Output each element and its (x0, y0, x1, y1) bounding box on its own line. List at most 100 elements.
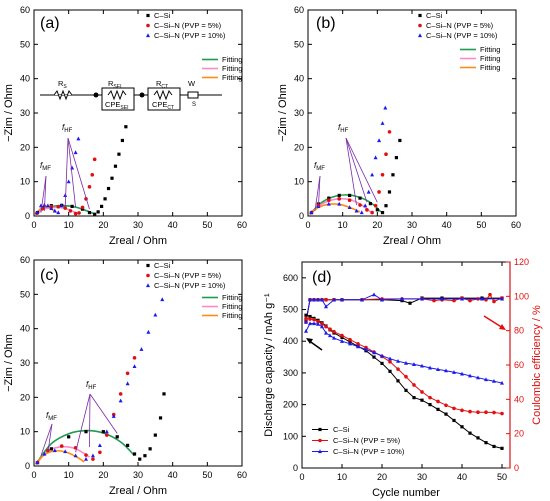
y2-tick-label: 80 (514, 326, 524, 336)
x-tick-label: 20 (98, 220, 108, 230)
label-rct-main: R (156, 79, 162, 88)
f-hf-arrow (89, 393, 91, 448)
data-point (87, 210, 92, 215)
fit-curve (309, 197, 371, 215)
x-tick-label: 20 (98, 470, 108, 480)
f-hf-annotation: fHF (338, 123, 349, 134)
x-tick-label: 60 (511, 220, 521, 230)
data-point (158, 416, 163, 420)
ce-point (316, 297, 320, 302)
legend-marker (418, 23, 422, 28)
label-rs-sub: S (63, 84, 67, 90)
data-point (358, 203, 362, 207)
data-point (117, 152, 121, 156)
ce-point (304, 319, 308, 324)
x-tick-label: 10 (64, 470, 74, 480)
legend-label: C–Si–N (PVP = 10%) (154, 31, 226, 40)
capacity-point (444, 403, 448, 408)
data-point (366, 189, 371, 194)
y-tick-label: 20 (294, 142, 304, 152)
data-point (380, 121, 385, 125)
x-axis-label: Zreal / Ohm (109, 235, 167, 247)
label-cpe-ct: CPECT (152, 100, 174, 111)
capacity-series (304, 316, 504, 416)
data-point (67, 435, 71, 439)
data-point (35, 460, 40, 465)
data-point (35, 210, 40, 215)
ce-point (480, 296, 484, 301)
y-tick-label: 60 (20, 255, 30, 265)
fit-legend-label: Fitting (222, 55, 242, 64)
capacity-point (356, 344, 360, 349)
capacity-point (340, 339, 344, 343)
capacity-point (312, 317, 316, 322)
data-point (143, 454, 147, 458)
data-point (90, 173, 95, 177)
f-mf-arrow (44, 175, 47, 211)
x-tick-label: 30 (133, 470, 143, 480)
y2-tick-label: 120 (514, 257, 529, 267)
capacity-point (476, 375, 480, 380)
x-tick-label: 40 (457, 472, 467, 482)
y2-tick-label: 40 (514, 394, 524, 404)
x-tick-label: 30 (407, 220, 417, 230)
data-point (125, 381, 130, 386)
data-point (309, 210, 314, 215)
data-point (377, 138, 382, 143)
data-point (358, 196, 362, 200)
capacity-point (304, 316, 308, 321)
label-cpe-sei: CPESEI (105, 100, 128, 111)
ce-series (304, 292, 504, 324)
data-point (73, 453, 78, 458)
legend-label: C–Si–N (PVP = 10%) (426, 31, 498, 40)
capacity-point (332, 335, 336, 340)
capacity-point (316, 319, 320, 324)
label-cpe-ct-main: CPE (152, 100, 167, 109)
capacity-point (404, 388, 408, 392)
label-rs: RS (58, 79, 67, 90)
label-cpe-sei-sub: SEI (120, 105, 128, 111)
y-axis-label: −Zim / Ohm (277, 84, 289, 142)
data-point (52, 448, 57, 453)
ce-point (308, 297, 312, 302)
y-tick-label: 60 (294, 5, 304, 15)
y-tick-label: 20 (20, 142, 30, 152)
data-point (59, 203, 64, 208)
data-point (63, 193, 68, 197)
capacity-point (356, 341, 360, 346)
data-point (80, 205, 85, 210)
legend-label: C–Si (154, 261, 171, 270)
capacity-point (396, 367, 400, 371)
f-mf-annotation-sub: MF (48, 416, 57, 422)
data-point (327, 198, 331, 203)
capacity-point (372, 350, 376, 355)
x-tick-label: 40 (168, 220, 178, 230)
legend-marker (146, 283, 150, 288)
data-point (391, 173, 395, 177)
data-point (387, 190, 392, 194)
data-point (153, 312, 158, 317)
f-mf-annotation: fMF (40, 161, 51, 172)
capacity-point (404, 360, 408, 365)
y-tick-label: 0 (25, 461, 30, 471)
capacity-point (304, 313, 308, 317)
capacity-point (452, 418, 456, 423)
data-point (384, 204, 388, 208)
x-tick-label: 40 (168, 470, 178, 480)
data-point (97, 443, 102, 447)
data-point (56, 210, 61, 215)
warburg-element (187, 91, 199, 99)
y2-tick-label: 20 (514, 429, 524, 439)
ce-point (488, 292, 492, 297)
data-point (100, 204, 104, 208)
ce-point (312, 297, 316, 302)
label-warburg-sub: S (192, 102, 196, 108)
data-point (347, 198, 352, 203)
data-point (124, 125, 128, 129)
y-tick-label: 10 (294, 177, 304, 187)
capacity-point (436, 399, 440, 404)
x-tick-label: 60 (237, 470, 247, 480)
capacity-point (420, 398, 424, 402)
legend-marker (146, 13, 150, 18)
x-tick-label: 30 (417, 472, 427, 482)
